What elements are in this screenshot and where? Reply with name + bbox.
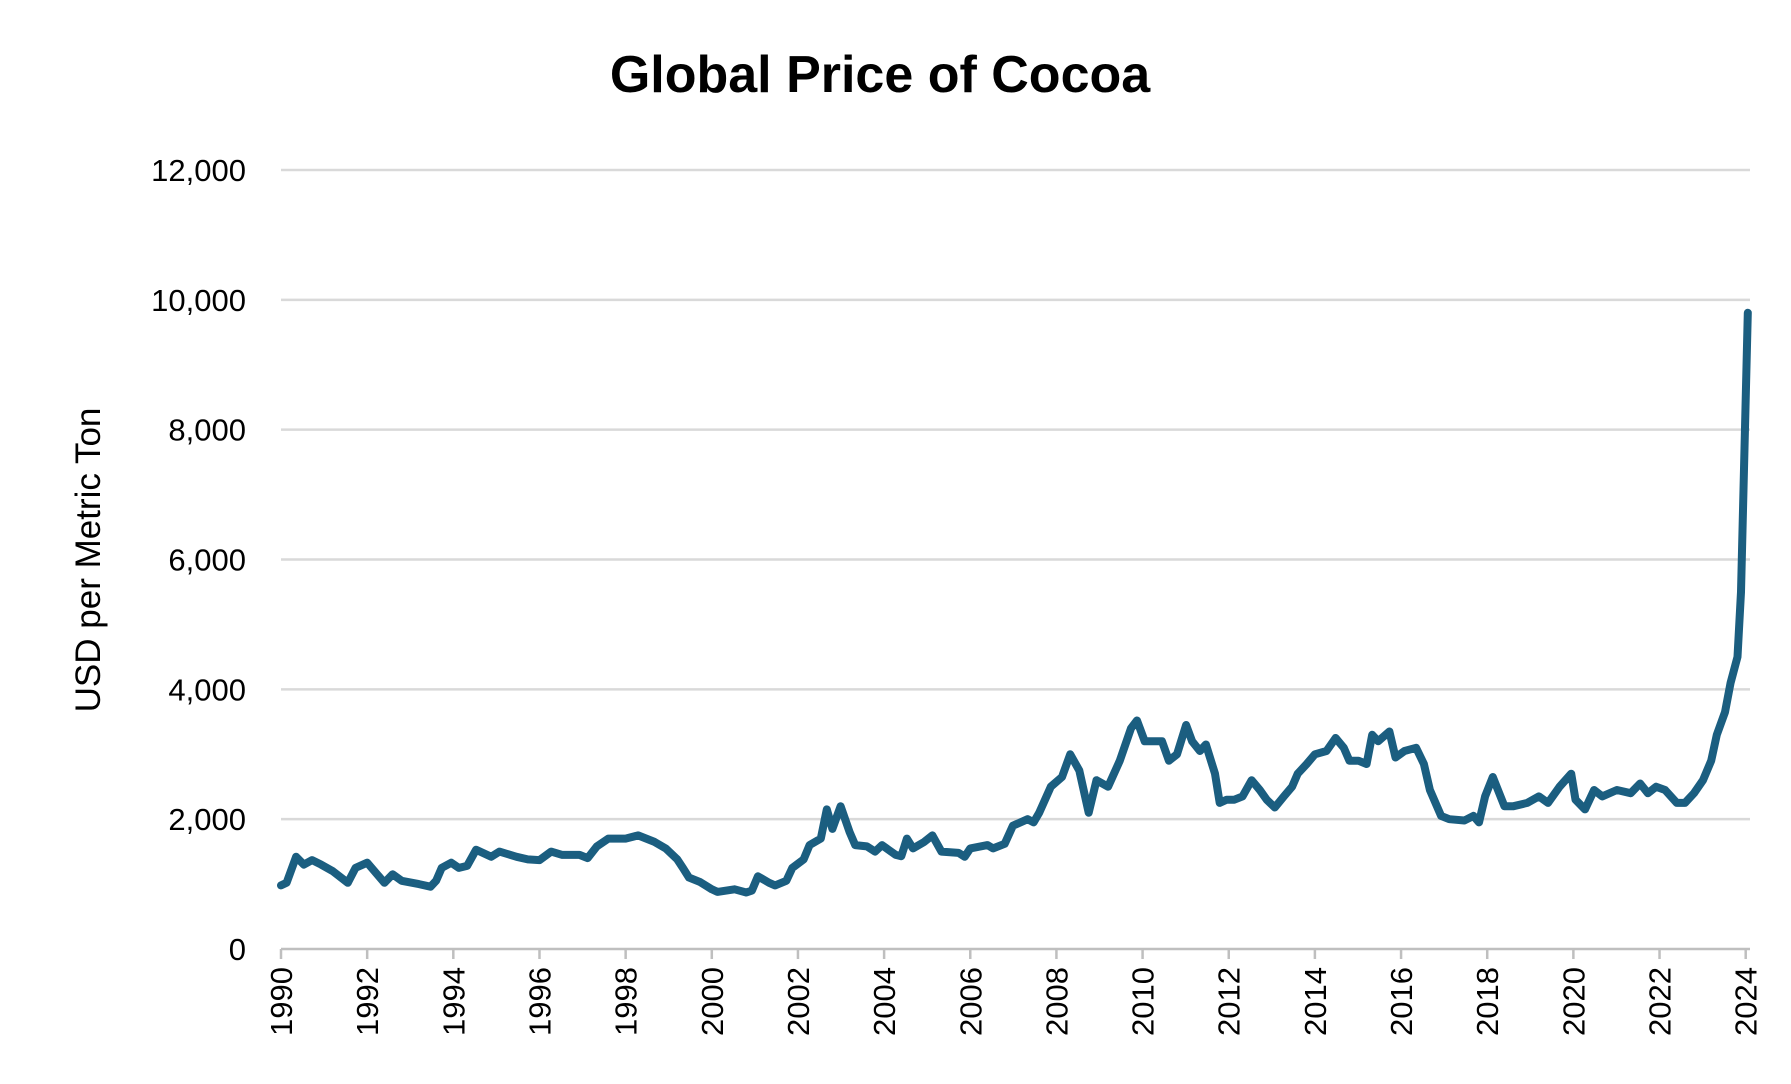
x-tick-label: 1992 <box>350 967 385 1036</box>
y-tick-label: 4,000 <box>168 672 246 707</box>
x-tick-label: 1996 <box>522 967 557 1036</box>
x-tick-label: 1990 <box>264 967 299 1036</box>
y-tick-label: 0 <box>229 932 246 967</box>
x-tick-label: 2020 <box>1556 967 1591 1036</box>
x-tick-label: 2002 <box>781 967 816 1036</box>
x-tick-label: 2006 <box>953 967 988 1036</box>
y-tick-label: 2,000 <box>168 802 246 837</box>
x-tick-label: 2008 <box>1039 967 1074 1036</box>
x-tick-label: 2014 <box>1298 967 1333 1036</box>
x-tick-label: 2018 <box>1470 967 1505 1036</box>
x-tick-label: 2024 <box>1729 967 1764 1036</box>
y-axis-label: USD per Metric Ton <box>69 408 108 713</box>
x-tick-label: 2016 <box>1384 967 1419 1036</box>
x-tick-label: 2012 <box>1212 967 1247 1036</box>
x-tick-label: 2010 <box>1126 967 1161 1036</box>
x-tick-label: 2022 <box>1643 967 1678 1036</box>
x-tick-label: 2000 <box>695 967 730 1036</box>
y-tick-label: 6,000 <box>168 543 246 578</box>
y-tick-label: 8,000 <box>168 413 246 448</box>
x-tick-label: 1998 <box>609 967 644 1036</box>
y-tick-label: 10,000 <box>151 283 246 318</box>
x-tick-label: 2004 <box>867 967 902 1036</box>
x-tick-label: 1994 <box>436 967 471 1036</box>
price-line <box>277 308 1752 897</box>
y-tick-label: 12,000 <box>151 153 246 188</box>
chart-title: Global Price of Cocoa <box>610 46 1151 104</box>
